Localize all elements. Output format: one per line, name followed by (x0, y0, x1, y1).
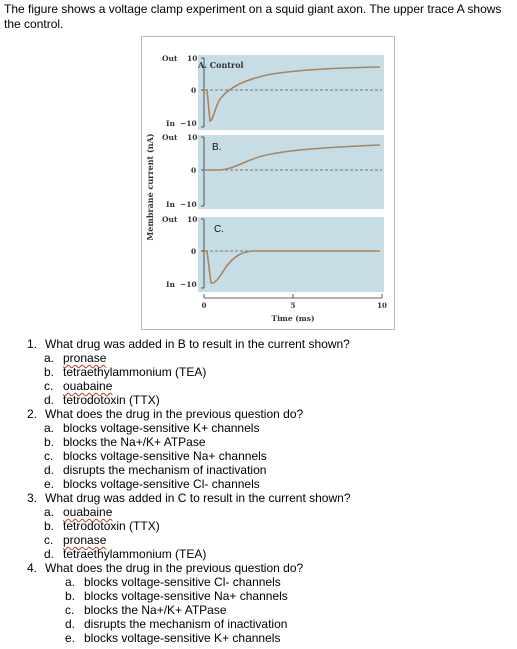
option-text: disrupts the mechanism of inactivation (84, 617, 288, 631)
option-letter: a. (44, 351, 55, 365)
option-text: ouabaine (63, 379, 113, 393)
option-letter: c. (44, 379, 54, 393)
question-text: What does the drug in the previous quest… (45, 561, 304, 575)
option-text: pronase (63, 351, 107, 365)
question-text: What drug was added in B to result in th… (45, 337, 350, 351)
panel-b-in-label: In (166, 200, 176, 209)
panel-a-label: A. Control (197, 60, 244, 70)
x-tick-5: 5 (291, 301, 296, 310)
panel-a-zero: 0 (191, 86, 196, 95)
option-letter: d. (44, 547, 55, 561)
panel-c-trace (205, 250, 380, 284)
option-letter: d. (65, 617, 76, 631)
option-text: blocks the Na+/K+ ATPase (63, 435, 206, 449)
option-text: tetrodotoxin (TTX) (63, 519, 160, 533)
question-1: 1. What drug was added in B to result in … (27, 337, 350, 351)
panel-c-label: C. (214, 224, 224, 235)
panel-b-top-value: 10 (187, 133, 197, 142)
question-4-option-d[interactable]: d. disrupts the mechanism of inactivation (65, 617, 287, 631)
panel-a-in-label: In (166, 119, 176, 128)
option-letter: b. (44, 519, 55, 533)
panel-b-trace (205, 144, 381, 171)
question-3-option-c[interactable]: c. pronase (44, 533, 106, 547)
question-2-option-b[interactable]: b. blocks the Na+/K+ ATPase (44, 435, 206, 449)
option-letter: b. (44, 435, 55, 449)
y-axis-label: Membrane current (nA) (145, 133, 155, 240)
question-2-option-a[interactable]: a. blocks voltage-sensitive K+ channels (44, 421, 259, 435)
option-text: blocks voltage-sensitive K+ channels (84, 631, 281, 645)
x-tick-10: 10 (377, 301, 387, 310)
question-3: 3. What drug was added in C to result in … (27, 491, 351, 505)
question-1-option-d[interactable]: d. tetrodotoxin (TTX) (44, 393, 160, 407)
option-text: blocks voltage-sensitive Na+ channels (63, 449, 267, 463)
option-letter: a. (65, 575, 76, 589)
question-number: 4. (27, 561, 38, 575)
question-number: 2. (27, 407, 38, 421)
panel-c-in-label: In (166, 280, 176, 289)
option-letter: e. (65, 631, 76, 645)
option-letter: c. (44, 449, 54, 463)
x-tick-0: 0 (202, 301, 207, 310)
option-letter: d. (44, 393, 55, 407)
option-text: blocks voltage-sensitive Cl- channels (84, 575, 281, 589)
question-1-option-c[interactable]: c. ouabaine (44, 379, 112, 393)
panel-b-label: B. (212, 142, 221, 153)
option-text: blocks voltage-sensitive Na+ channels (84, 589, 288, 603)
option-letter: b. (44, 365, 55, 379)
question-3-option-a[interactable]: a. ouabaine (44, 505, 112, 519)
question-text: What drug was added in C to result in th… (45, 491, 351, 505)
question-number: 3. (27, 491, 38, 505)
option-letter: e. (44, 477, 55, 491)
option-text: tetrodotoxin (TTX) (63, 393, 160, 407)
panel-a-out-label: Out (162, 54, 178, 63)
panel-c-top-value: 10 (187, 215, 197, 224)
option-text: ouabaine (63, 505, 113, 519)
x-axis-label: Time (ms) (271, 314, 314, 323)
option-text: blocks the Na+/K+ ATPase (84, 603, 227, 617)
figure-svg: Membrane current (nA) Out 10 0 In −10 A.… (145, 54, 387, 323)
question-3-option-b[interactable]: b. tetrodotoxin (TTX) (44, 519, 160, 533)
intro-text: The figure shows a voltage clamp experim… (4, 2, 502, 31)
panel-c-background (198, 217, 384, 292)
panel-c-bottom-value: −10 (180, 280, 197, 289)
question-1-option-a[interactable]: a. pronase (44, 351, 106, 365)
question-number: 1. (27, 337, 38, 351)
question-text: What does the drug in the previous quest… (45, 407, 304, 421)
panel-b-zero: 0 (191, 166, 196, 175)
panel-a-top-value: 10 (187, 54, 197, 63)
option-text: pronase (63, 533, 107, 547)
option-letter: d. (44, 463, 55, 477)
question-1-option-b[interactable]: b. tetraethylammonium (TEA) (44, 365, 206, 379)
option-text: blocks voltage-sensitive Cl- channels (63, 477, 260, 491)
panel-c-out-label: Out (162, 215, 178, 224)
option-letter: c. (65, 603, 75, 617)
option-text: blocks voltage-sensitive K+ channels (63, 421, 260, 435)
question-2: 2. What does the drug in the previous que… (27, 407, 303, 421)
option-letter: a. (44, 505, 55, 519)
question-2-option-e[interactable]: e. blocks voltage-sensitive Cl- channels (44, 477, 260, 491)
question-3-option-d[interactable]: d. tetraethylammonium (TEA) (44, 547, 206, 561)
question-4-option-c[interactable]: c. blocks the Na+/K+ ATPase (65, 603, 227, 617)
option-letter: c. (44, 533, 54, 547)
panel-a-bottom-value: −10 (180, 119, 197, 128)
question-2-option-c[interactable]: c. blocks voltage-sensitive Na+ channels (44, 449, 267, 463)
option-text: tetraethylammonium (TEA) (63, 365, 207, 379)
question-4-option-e[interactable]: e. blocks voltage-sensitive K+ channels (65, 631, 280, 645)
panel-b-bottom-value: −10 (180, 200, 197, 209)
option-text: disrupts the mechanism of inactivation (63, 463, 267, 477)
question-4-option-a[interactable]: a. blocks voltage-sensitive Cl- channels (65, 575, 281, 589)
question-4-option-b[interactable]: b. blocks voltage-sensitive Na+ channels (65, 589, 288, 603)
panel-c-zero: 0 (191, 247, 196, 256)
panel-b-background (198, 135, 384, 209)
option-letter: b. (65, 589, 76, 603)
panel-a-trace (205, 66, 381, 122)
question-2-option-d[interactable]: d. disrupts the mechanism of inactivation (44, 463, 266, 477)
option-text: tetraethylammonium (TEA) (63, 547, 207, 561)
question-4: 4. What does the drug in the previous que… (27, 561, 303, 575)
voltage-clamp-figure: Membrane current (nA) Out 10 0 In −10 A.… (141, 36, 395, 330)
option-letter: a. (44, 421, 55, 435)
panel-b-out-label: Out (162, 133, 178, 142)
